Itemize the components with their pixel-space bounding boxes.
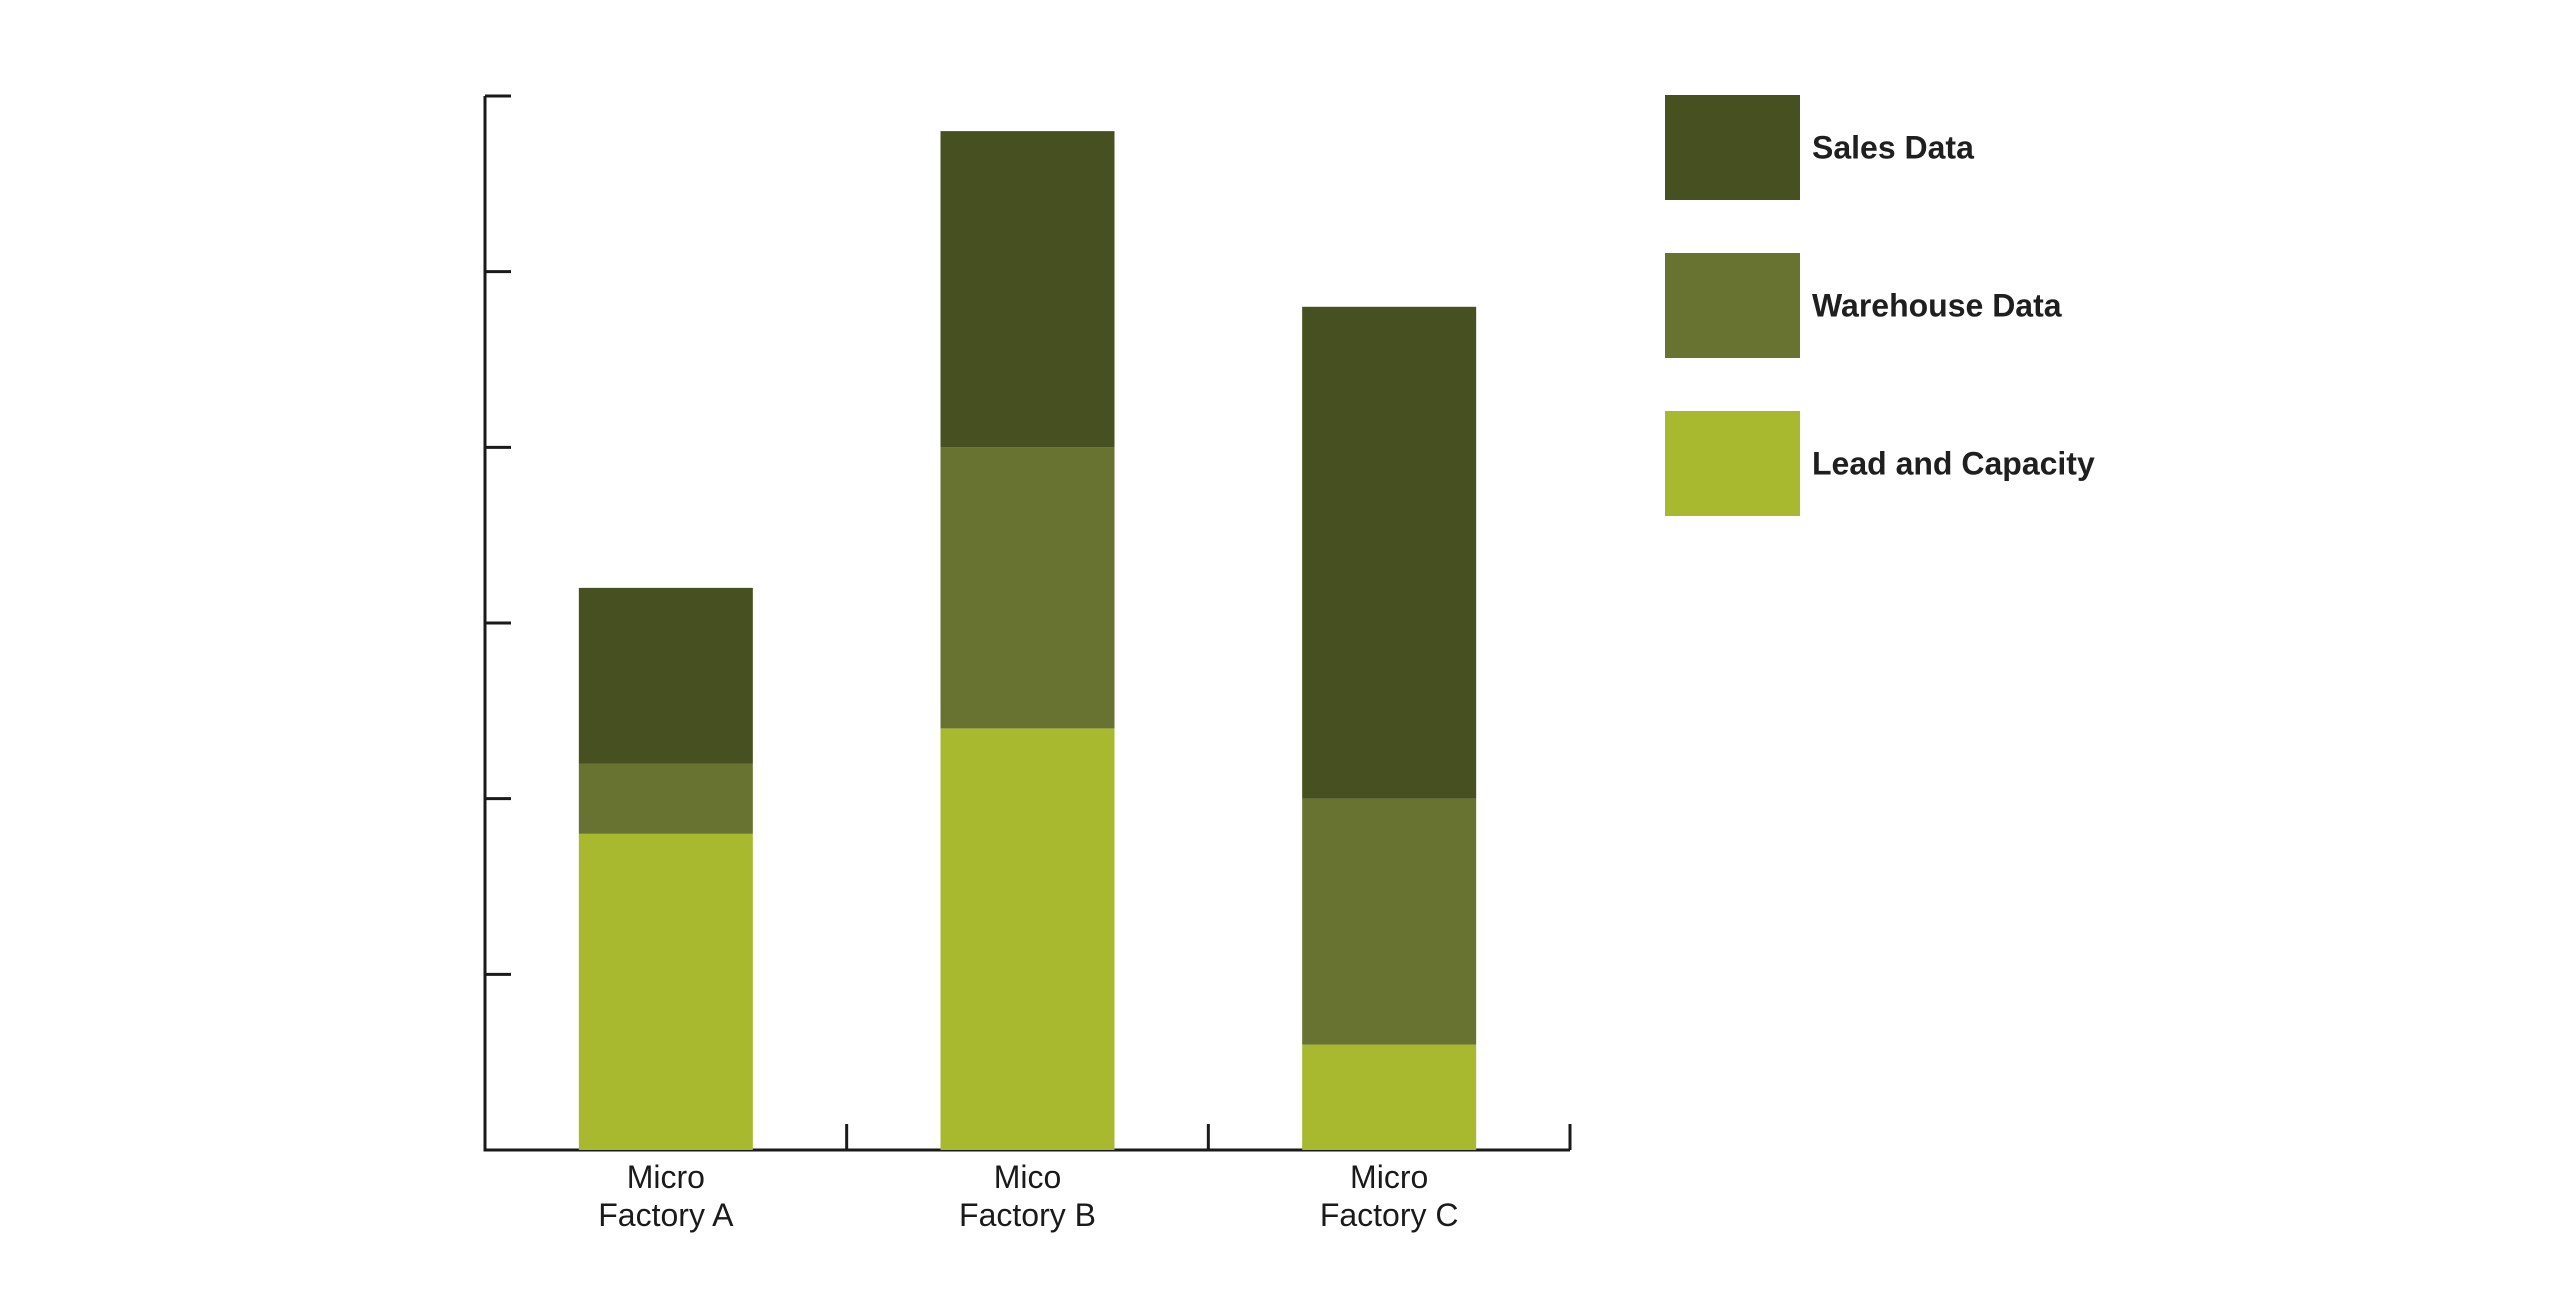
legend-label: Sales Data bbox=[1812, 130, 1974, 166]
x-tick-label-line: Factory B bbox=[959, 1197, 1096, 1233]
legend-item: Warehouse Data bbox=[1665, 253, 2062, 358]
bar-segment-warehouse-data bbox=[578, 763, 753, 834]
x-tick-label-line: Micro bbox=[1350, 1159, 1428, 1195]
x-tick-label-line: Mico bbox=[994, 1159, 1062, 1195]
bar-segment-lead-and-capacity bbox=[940, 728, 1115, 1150]
legend-label: Warehouse Data bbox=[1812, 288, 2062, 324]
bar-segment-warehouse-data bbox=[1302, 798, 1477, 1045]
legend-label: Lead and Capacity bbox=[1812, 446, 2095, 482]
legend-swatch bbox=[1665, 95, 1800, 200]
bar-segment-lead-and-capacity bbox=[1302, 1044, 1477, 1150]
x-tick-label-line: Factory C bbox=[1320, 1197, 1459, 1233]
bar-segment-warehouse-data bbox=[940, 447, 1115, 729]
chart-legend: Sales Data Warehouse Data Lead and Capacit… bbox=[1665, 95, 2095, 516]
legend-swatch bbox=[1665, 253, 1800, 358]
chart-bars bbox=[578, 131, 1477, 1150]
x-tick-label-line: Micro bbox=[627, 1159, 705, 1195]
legend-swatch bbox=[1665, 411, 1800, 516]
legend-item: Sales Data bbox=[1665, 95, 1974, 200]
x-tick-label-line: Factory A bbox=[598, 1197, 734, 1233]
bar-segment-sales-data bbox=[1302, 306, 1477, 799]
x-tick-label: Mico Factory B bbox=[959, 1159, 1096, 1233]
x-tick-label: Micro Factory A bbox=[598, 1159, 734, 1233]
bar-segment-lead-and-capacity bbox=[578, 833, 753, 1150]
legend-item: Lead and Capacity bbox=[1665, 411, 2095, 516]
bar-segment-sales-data bbox=[578, 587, 753, 764]
x-tick-label: Micro Factory C bbox=[1320, 1159, 1459, 1233]
bar-segment-sales-data bbox=[940, 131, 1115, 448]
